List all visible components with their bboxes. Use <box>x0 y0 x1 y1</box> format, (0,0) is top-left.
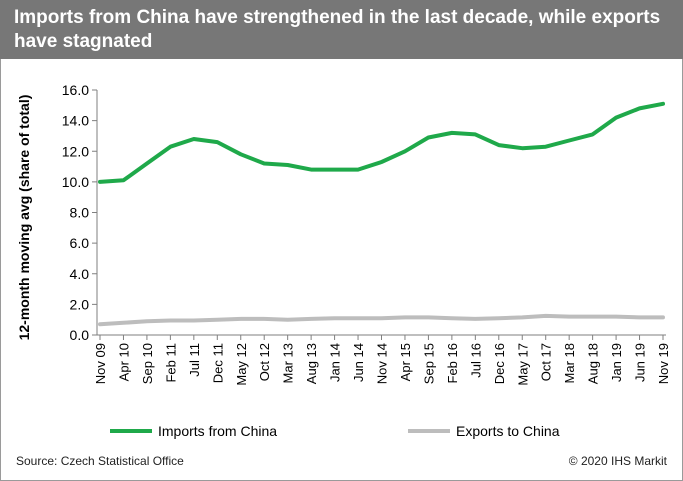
source-note: Source: Czech Statistical Office <box>16 454 184 468</box>
x-tick-label: Mar 18 <box>562 343 577 383</box>
y-tick-label: 6.0 <box>70 235 90 251</box>
legend-exports-label: Exports to China <box>456 423 560 439</box>
x-tick-label: Sep 10 <box>140 343 155 384</box>
x-tick-label: Nov 14 <box>375 343 390 384</box>
y-tick-label: 16.0 <box>62 82 89 98</box>
x-tick-label: Jun 19 <box>633 343 648 382</box>
x-tick-label: Dec 11 <box>210 343 225 383</box>
x-tick-label: Feb 11 <box>163 343 178 383</box>
x-tick-label: Dec 16 <box>492 343 507 384</box>
x-tick-label: Apr 10 <box>116 343 131 381</box>
y-tick-label: 4.0 <box>70 266 90 282</box>
copyright-note: © 2020 IHS Markit <box>568 454 667 468</box>
x-tick-label: Apr 15 <box>398 343 413 381</box>
chart-header: Imports from China have strengthened in … <box>0 0 683 59</box>
y-tick-label: 2.0 <box>70 296 90 312</box>
legend-imports-label: Imports from China <box>158 423 277 439</box>
x-tick-label: May 12 <box>234 343 249 386</box>
x-tick-label: Aug 13 <box>304 343 319 384</box>
x-tick-label: Sep 15 <box>421 343 436 384</box>
x-tick-label: Oct 17 <box>539 343 554 381</box>
x-tick-label: Nov 19 <box>656 343 671 384</box>
x-tick-label: Jan 19 <box>609 343 624 382</box>
x-tick-label: Jan 14 <box>328 343 343 382</box>
x-tick-label: Jul 11 <box>187 343 202 377</box>
x-tick-label: Aug 18 <box>586 343 601 384</box>
imports-series-line <box>98 101 665 184</box>
chart-title: Imports from China have strengthened in … <box>14 7 661 52</box>
y-tick-label: 12.0 <box>62 143 89 159</box>
y-tick-label: 0.0 <box>70 327 90 343</box>
y-axis-title: 12-month moving avg (share of total) <box>16 95 32 341</box>
x-tick-label: Nov 09 <box>93 343 108 384</box>
exports-series-line <box>98 313 665 327</box>
y-tick-label: 10.0 <box>62 174 89 190</box>
y-tick-label: 8.0 <box>70 205 90 221</box>
x-tick-label: Feb 16 <box>445 343 460 383</box>
x-tick-label: Mar 13 <box>281 343 296 383</box>
x-tick-label: Jul 16 <box>468 343 483 378</box>
y-tick-label: 14.0 <box>62 113 89 129</box>
x-tick-label: May 17 <box>515 343 530 386</box>
x-tick-label: Jun 14 <box>351 343 366 382</box>
x-tick-label: Oct 12 <box>257 343 272 381</box>
